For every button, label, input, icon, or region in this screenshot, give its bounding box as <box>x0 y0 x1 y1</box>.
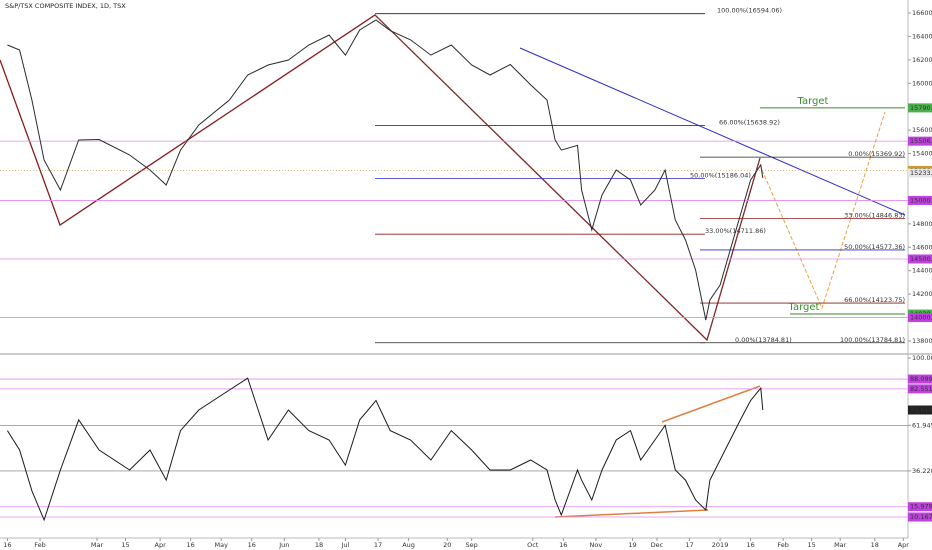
x-tick-label: Feb <box>777 541 789 549</box>
fib-label: 50.00%(14577.36) <box>844 243 905 251</box>
price-tag-label: 15233.76 <box>910 169 932 177</box>
rsi-tag-label: 82.5515 <box>910 385 932 393</box>
x-tick-label: Jun <box>278 541 289 549</box>
x-tick-label: 16 <box>746 541 754 549</box>
price-tag <box>908 168 932 178</box>
rsi-tag-label: 10.1676 <box>910 513 932 521</box>
x-tick-label: Mar <box>91 541 104 549</box>
x-tick-label: Mar <box>834 541 847 549</box>
dotted-trend <box>706 157 761 341</box>
price-tag-label: 15000.00 <box>910 196 932 204</box>
y-tick-label: 100.0000 <box>912 354 932 362</box>
rsi-tag <box>908 405 932 415</box>
x-tick-label: 16 <box>187 541 195 549</box>
x-tick-label: 20 <box>443 541 451 549</box>
price-tag-label: 14000.00 <box>910 314 932 322</box>
y-tick-label: 14400.00 <box>912 267 932 275</box>
x-tick-label: 15 <box>808 541 816 549</box>
rsi-tag <box>908 512 932 522</box>
divergence-line <box>554 509 709 518</box>
x-tick-label: Sep <box>466 541 478 549</box>
rsi-tag <box>908 374 932 384</box>
divergence-line <box>661 385 761 423</box>
projection-path <box>761 111 886 310</box>
y-tick-label: 14200.00 <box>912 290 932 298</box>
x-tick-label: 17 <box>374 541 382 549</box>
y-tick-label: 36.2209 <box>912 467 932 475</box>
rsi-tag <box>908 502 932 512</box>
x-tick-label: 16 <box>3 541 11 549</box>
x-tick-label: 15 <box>121 541 129 549</box>
price-tag-label: 15506.00 <box>910 137 932 145</box>
x-tick-label: 16 <box>559 541 567 549</box>
series-line <box>6 377 764 522</box>
rsi-tag-label: 88.0992 <box>910 375 932 383</box>
x-tick-label: Jul <box>341 541 350 549</box>
y-tick-label: 15600.00 <box>912 126 932 134</box>
x-tick-label: 19 <box>628 541 636 549</box>
y-tick-label: 16200.00 <box>912 56 932 64</box>
x-tick-label: Nov <box>590 541 603 549</box>
rsi-tag-label: 70.6192 <box>910 406 932 414</box>
y-tick-label: 61.9459 <box>912 421 932 429</box>
x-tick-label: Dec <box>651 541 664 549</box>
x-tick-label: 18 <box>871 541 879 549</box>
target-label: Target <box>788 302 820 313</box>
dotted-trend <box>374 14 708 341</box>
price-tag <box>908 195 932 205</box>
fib-label: 100.00%(16594.06) <box>717 7 782 15</box>
x-tick-label: 16 <box>248 541 256 549</box>
fib-label: 0.00%(13784.81) <box>735 336 792 344</box>
x-tick-label: 17 <box>685 541 693 549</box>
x-tick-label: Apr <box>155 541 167 549</box>
fib-label: 66.00%(15638.92) <box>719 119 780 127</box>
drawings <box>0 14 906 518</box>
chart-title: S&P/TSX COMPOSITE INDEX, 1D, TSX <box>5 2 126 10</box>
y-tick-label: 15400.00 <box>912 150 932 158</box>
target-label: Target <box>797 96 829 107</box>
y-tick-label: 16400.00 <box>912 32 932 40</box>
y-tick-label: 13800.00 <box>912 337 932 345</box>
fib-label: 33.00%(14846.83) <box>844 211 905 219</box>
y-tick-label: 14600.00 <box>912 243 932 251</box>
x-tick-label: Apr <box>898 541 910 549</box>
price-tag <box>908 313 932 323</box>
y-tick-label: 16600.00 <box>912 9 932 17</box>
fib-label: 0.00%(15369.92) <box>848 150 905 158</box>
y-tick-label: 16000.00 <box>912 79 932 87</box>
rsi-tag <box>908 384 932 394</box>
fib-label: 100.00%(13784.81) <box>840 336 905 344</box>
fib-label: 66.00%(14123.75) <box>844 296 905 304</box>
fib-label: 50.00%(15186.04) <box>690 172 751 180</box>
y-tick-label: 14800.00 <box>912 220 932 228</box>
x-tick-label: Aug <box>402 541 415 549</box>
x-tick-label: Oct <box>527 541 539 549</box>
x-tick-label: 2019 <box>712 541 729 549</box>
series-line <box>7 19 764 321</box>
rsi-tag-label: 15.9794 <box>910 503 932 511</box>
price-tag-label: 14500.00 <box>910 255 932 263</box>
resistance-line <box>519 47 906 216</box>
x-tick-label: May <box>214 541 228 549</box>
x-tick-label: Feb <box>34 541 46 549</box>
price-tag <box>908 103 932 113</box>
price-tag <box>908 136 932 146</box>
price-tag <box>908 254 932 264</box>
price-tag-label: 15790.00 <box>910 104 932 112</box>
x-tick-label: 18 <box>315 541 323 549</box>
